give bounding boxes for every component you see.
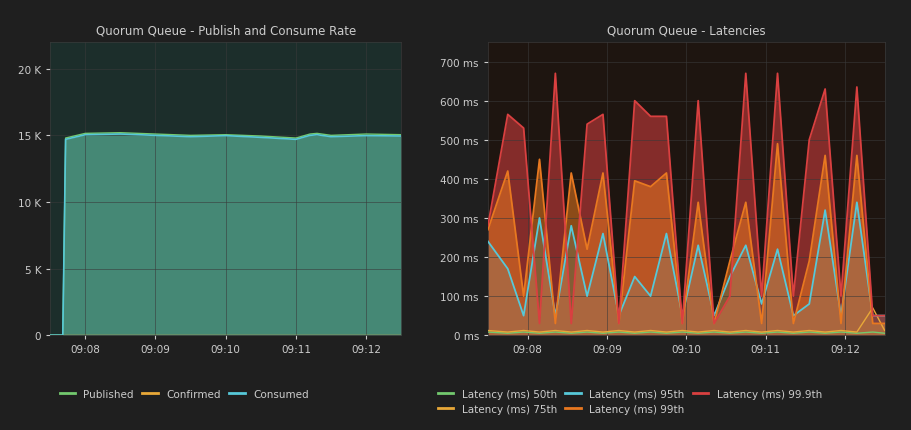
Title: Quorum Queue - Publish and Consume Rate: Quorum Queue - Publish and Consume Rate bbox=[96, 25, 355, 38]
Legend: Published, Confirmed, Consumed: Published, Confirmed, Consumed bbox=[56, 385, 312, 403]
Legend: Latency (ms) 50th, Latency (ms) 75th, Latency (ms) 95th, Latency (ms) 99th, Late: Latency (ms) 50th, Latency (ms) 75th, La… bbox=[433, 384, 825, 418]
Title: Quorum Queue - Latencies: Quorum Queue - Latencies bbox=[607, 25, 764, 38]
